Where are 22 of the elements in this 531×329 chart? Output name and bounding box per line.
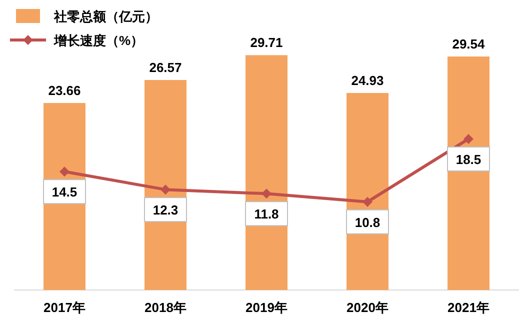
point	[464, 134, 474, 144]
x-tick-label: 2018年	[144, 300, 186, 315]
data-label: 14.5	[52, 184, 78, 200]
data-label: 18.5	[456, 152, 482, 167]
legend-label: 增长速度（%）	[53, 33, 144, 48]
point	[60, 166, 70, 177]
x-tick-label: 2017年	[44, 300, 86, 315]
x-tick-label: 2021年	[448, 300, 490, 315]
data-label: 29.54	[452, 36, 486, 52]
x-tick-label: 2019年	[246, 300, 288, 315]
data-label: 23.66	[48, 83, 81, 98]
point	[362, 196, 372, 207]
point	[262, 188, 272, 199]
data-label: 24.93	[351, 72, 384, 88]
x-tick-label: 2020年	[346, 300, 388, 315]
data-label: 11.8	[254, 206, 279, 222]
data-label: 12.3	[152, 202, 178, 218]
data-label: 29.71	[250, 35, 283, 50]
point	[160, 184, 170, 195]
data-label: 10.8	[354, 214, 380, 230]
legend-label: 社零总额（亿元）	[53, 9, 158, 24]
data-label: 26.57	[149, 60, 182, 75]
